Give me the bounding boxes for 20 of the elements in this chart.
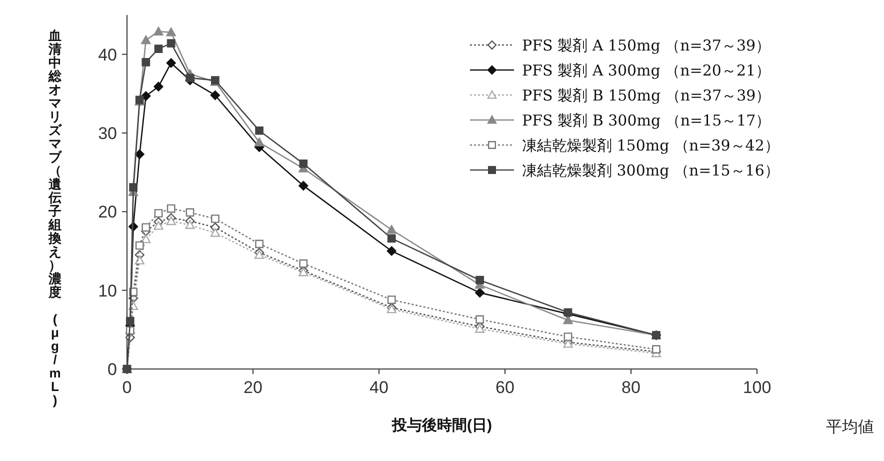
x-tick-label: 100 bbox=[742, 378, 772, 397]
x-tick-label: 80 bbox=[622, 378, 640, 397]
text: 血清中総オマリズマブ（遺伝子組換え）濃度 (μg/mL) bbox=[48, 28, 62, 408]
legend-label: PFS 製剤 A 300mg （n=20～21） bbox=[522, 61, 771, 80]
legend-label: 凍結乾燥製剤 150mg （n=39～42） bbox=[522, 136, 780, 154]
y-tick-label: 0 bbox=[108, 360, 117, 379]
x-tick-label: 0 bbox=[122, 378, 132, 397]
legend-label: PFS 製剤 B 150mg （n=37～39） bbox=[522, 86, 771, 104]
y-tick-label: 40 bbox=[98, 45, 117, 64]
x-axis-title: 投与後時間(日) bbox=[391, 417, 492, 434]
x-tick-label: 60 bbox=[496, 378, 514, 397]
x-tick-label: 40 bbox=[370, 378, 388, 397]
y-tick-label: 20 bbox=[98, 202, 117, 222]
text: 平均値 bbox=[826, 419, 874, 436]
legend-label: 凍結乾燥製剤 300mg （n=15～16） bbox=[522, 161, 780, 180]
legend-label: PFS 製剤 B 300mg （n=15～17） bbox=[522, 111, 771, 130]
y-tick-label: 10 bbox=[98, 281, 117, 300]
legend-label: PFS 製剤 A 150mg （n=37～39） bbox=[522, 36, 771, 54]
y-tick-label: 30 bbox=[98, 124, 117, 143]
x-tick-label: 20 bbox=[244, 378, 262, 397]
